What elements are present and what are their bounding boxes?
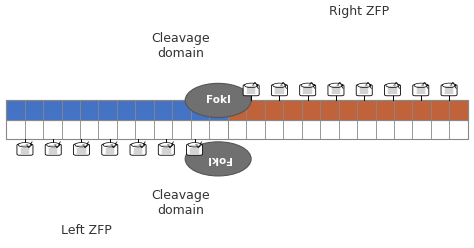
Text: Cleavage
domain: Cleavage domain	[151, 32, 210, 60]
FancyBboxPatch shape	[243, 85, 259, 96]
FancyBboxPatch shape	[102, 144, 118, 155]
Polygon shape	[273, 83, 286, 88]
Polygon shape	[103, 143, 117, 147]
Polygon shape	[160, 143, 173, 147]
Polygon shape	[18, 143, 32, 147]
Bar	[6, 120, 468, 139]
FancyBboxPatch shape	[384, 85, 401, 96]
Circle shape	[365, 85, 367, 86]
Ellipse shape	[185, 142, 251, 176]
Circle shape	[337, 85, 339, 86]
Circle shape	[26, 144, 28, 145]
FancyBboxPatch shape	[272, 85, 287, 96]
Polygon shape	[386, 83, 399, 88]
FancyBboxPatch shape	[328, 85, 344, 96]
FancyBboxPatch shape	[413, 85, 429, 96]
Text: Left ZFP: Left ZFP	[61, 224, 111, 237]
Circle shape	[450, 85, 452, 86]
FancyBboxPatch shape	[73, 144, 90, 155]
FancyBboxPatch shape	[187, 144, 202, 155]
Polygon shape	[301, 83, 314, 88]
Circle shape	[195, 144, 198, 145]
Circle shape	[393, 85, 396, 86]
FancyBboxPatch shape	[356, 85, 372, 96]
Circle shape	[280, 85, 283, 86]
Bar	[6, 100, 468, 120]
Polygon shape	[329, 83, 343, 88]
Polygon shape	[188, 143, 201, 147]
Circle shape	[422, 85, 424, 86]
FancyBboxPatch shape	[45, 144, 61, 155]
Text: Cleavage
domain: Cleavage domain	[151, 189, 210, 217]
Circle shape	[110, 144, 113, 145]
Circle shape	[82, 144, 84, 145]
Bar	[228, 100, 468, 120]
Circle shape	[252, 85, 254, 86]
Polygon shape	[358, 83, 371, 88]
Circle shape	[309, 85, 311, 86]
FancyBboxPatch shape	[17, 144, 33, 155]
Circle shape	[139, 144, 141, 145]
Text: FokI: FokI	[206, 95, 230, 105]
Ellipse shape	[185, 83, 251, 118]
FancyBboxPatch shape	[130, 144, 146, 155]
Bar	[6, 100, 468, 120]
Polygon shape	[442, 83, 456, 88]
Text: Right ZFP: Right ZFP	[329, 4, 390, 18]
FancyBboxPatch shape	[441, 85, 457, 96]
FancyBboxPatch shape	[158, 144, 174, 155]
FancyBboxPatch shape	[300, 85, 316, 96]
Polygon shape	[75, 143, 88, 147]
Polygon shape	[46, 143, 60, 147]
Circle shape	[167, 144, 169, 145]
Polygon shape	[414, 83, 428, 88]
Bar	[6, 100, 228, 120]
Text: FokI: FokI	[206, 154, 230, 164]
Polygon shape	[245, 83, 258, 88]
Circle shape	[54, 144, 56, 145]
Polygon shape	[131, 143, 145, 147]
